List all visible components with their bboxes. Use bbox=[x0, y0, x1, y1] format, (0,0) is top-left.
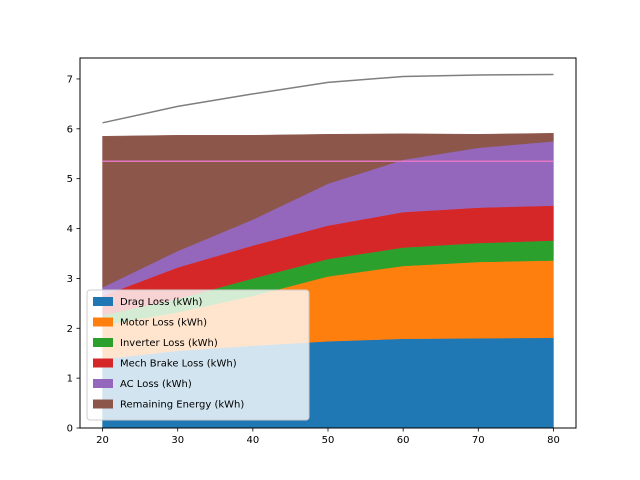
legend-label-1: Drag Loss (kWh) bbox=[120, 297, 202, 308]
legend-swatch-1 bbox=[93, 297, 113, 306]
legend: Drag Loss (kWh) Motor Loss (kWh) Inverter … bbox=[86, 289, 310, 421]
y-axis: 0 1 2 3 4 5 6 7 bbox=[67, 74, 80, 435]
y-tick-label: 5 bbox=[67, 174, 73, 185]
y-tick-label: 6 bbox=[67, 124, 73, 135]
legend-swatch-5 bbox=[93, 379, 113, 388]
x-tick-label: 20 bbox=[96, 435, 109, 446]
legend-label-5: AC Loss (kWh) bbox=[120, 379, 192, 390]
legend-label-3: Inverter Loss (kWh) bbox=[120, 338, 218, 349]
x-tick-label: 60 bbox=[397, 435, 410, 446]
x-tick-label: 80 bbox=[547, 435, 560, 446]
line-series-group bbox=[102, 73, 554, 162]
legend-swatch-4 bbox=[93, 358, 113, 368]
line-series-1 bbox=[102, 73, 554, 124]
x-tick-label: 30 bbox=[171, 435, 184, 446]
x-tick-label: 50 bbox=[322, 435, 335, 446]
legend-swatch-3 bbox=[93, 338, 113, 347]
legend-swatch-2 bbox=[93, 317, 113, 327]
x-axis: 20 30 40 50 60 70 80 bbox=[96, 428, 560, 446]
legend-swatch-6 bbox=[93, 399, 113, 409]
y-tick-label: 2 bbox=[67, 324, 73, 335]
y-tick-label: 0 bbox=[67, 424, 73, 435]
legend-label-6: Remaining Energy (kWh) bbox=[120, 400, 244, 411]
x-tick-label: 70 bbox=[472, 435, 485, 446]
y-tick-label: 1 bbox=[67, 374, 73, 385]
y-tick-label: 3 bbox=[67, 274, 73, 285]
y-tick-label: 4 bbox=[67, 224, 73, 235]
x-tick-label: 40 bbox=[246, 435, 259, 446]
legend-label-2: Motor Loss (kWh) bbox=[120, 318, 207, 329]
legend-label-4: Mech Brake Loss (kWh) bbox=[120, 359, 237, 370]
area-series-6 bbox=[102, 133, 554, 288]
y-tick-label: 7 bbox=[67, 74, 73, 85]
legend-box bbox=[86, 289, 310, 421]
